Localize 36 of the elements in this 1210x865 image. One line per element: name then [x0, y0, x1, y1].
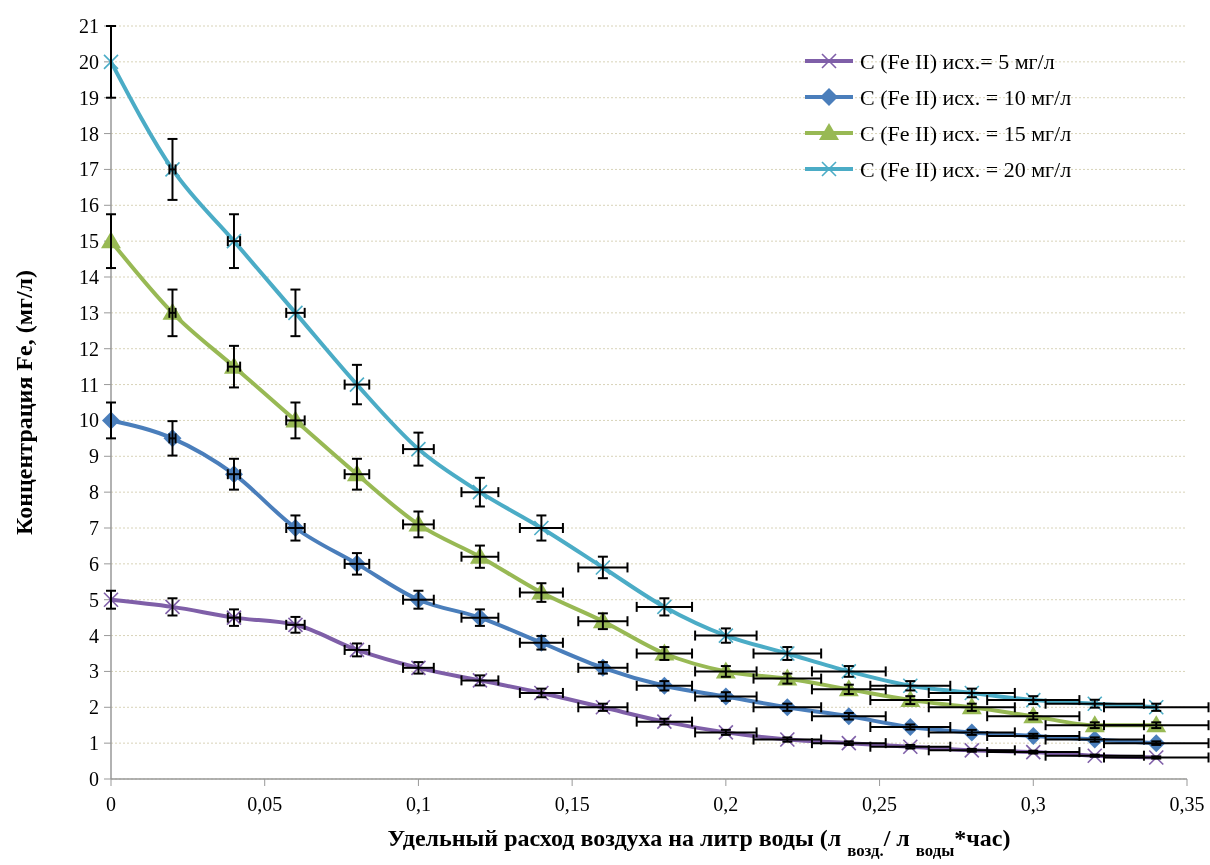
- y-tick-label: 5: [89, 588, 99, 611]
- y-tick-label: 19: [79, 86, 99, 109]
- x-tick-label: 0,3: [1020, 793, 1046, 815]
- y-tick-label: 7: [89, 517, 99, 539]
- y-tick-label: 20: [79, 50, 99, 73]
- legend-label: С (Fe II) исх. = 15 мг/л: [860, 120, 1072, 146]
- y-tick-label: 9: [89, 445, 99, 468]
- y-tick-label: 2: [89, 696, 99, 719]
- y-tick-label: 17: [79, 158, 99, 181]
- x-tick-label: 0,15: [554, 793, 590, 815]
- y-tick-label: 18: [79, 122, 99, 145]
- y-tick-label: 14: [79, 266, 99, 288]
- y-tick-label: 15: [79, 230, 99, 253]
- x-tick-label: 0,2: [713, 793, 739, 815]
- y-tick-label: 6: [89, 552, 99, 575]
- y-tick-label: 21: [79, 15, 99, 37]
- y-tick-label: 11: [79, 373, 99, 396]
- x-tick-label: 0,1: [405, 793, 431, 815]
- x-tick-label: 0,35: [1169, 793, 1205, 815]
- x-tick-label: 0: [106, 793, 116, 815]
- y-tick-label: 16: [79, 194, 99, 217]
- y-tick-label: 1: [89, 732, 99, 755]
- y-tick-label: 10: [79, 409, 99, 432]
- x-tick-label: 0,25: [862, 793, 898, 815]
- y-tick-label: 12: [79, 337, 99, 360]
- legend-label: С (Fe II) исх. = 10 мг/л: [860, 84, 1072, 110]
- legend-label: С (Fe II) исх. = 20 мг/л: [860, 156, 1072, 182]
- y-tick-label: 0: [89, 768, 99, 790]
- x-axis-title: Удельный расход воздуха на литр воды (л $_{возд.}$/ л $_{воды}$*час): [387, 825, 1011, 860]
- y-tick-label: 8: [89, 481, 99, 504]
- legend-label: С (Fe II) исх.= 5 мг/л: [860, 48, 1055, 74]
- y-tick-label: 3: [89, 660, 99, 683]
- x-tick-label: 0,05: [247, 793, 283, 815]
- y-axis-title: Концентрация Fe, (мг/л): [11, 269, 37, 536]
- y-tick-label: 4: [89, 624, 99, 647]
- y-tick-label: 13: [79, 301, 99, 324]
